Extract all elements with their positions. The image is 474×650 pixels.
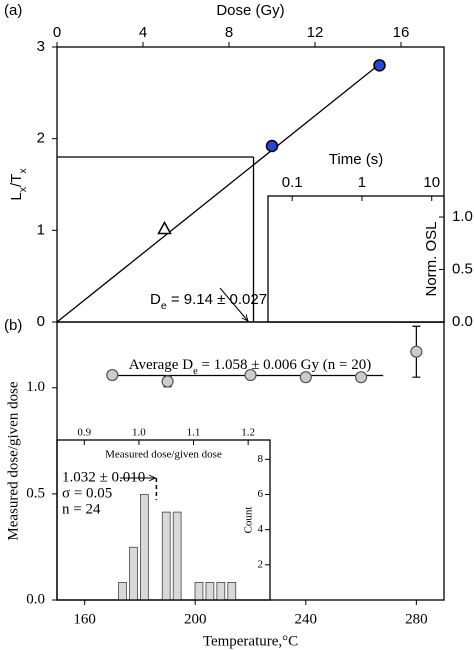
- histogram-bar: [205, 582, 215, 601]
- x-tick-label: 1.0: [132, 427, 146, 439]
- x-tick-label: 160: [73, 611, 96, 627]
- x-tick-label: 8: [225, 24, 233, 41]
- x-tick-label: 10: [423, 174, 440, 191]
- label-part: e: [193, 366, 198, 377]
- label-part: /T: [8, 174, 25, 187]
- data-point: [106, 368, 119, 382]
- x-tick-label: 12: [307, 24, 324, 41]
- histogram-annotation: n = 24: [62, 501, 101, 517]
- x-tick-label: 1: [358, 174, 366, 191]
- x-axis-title: Dose (Gy): [216, 2, 284, 19]
- triangle-marker: [157, 220, 172, 235]
- y-tick-label: 0.0: [26, 591, 45, 607]
- label-part: e: [161, 300, 167, 312]
- x-axis-title: Time (s): [329, 151, 383, 168]
- histogram-bar: [194, 582, 204, 601]
- histogram-bar: [172, 511, 182, 601]
- y-tick-label: 0.0: [452, 313, 473, 330]
- y-tick-label: 0: [37, 313, 45, 330]
- panel-label: (b): [4, 317, 22, 334]
- circle-marker: [373, 59, 386, 72]
- histogram-annotation: σ = 0.05: [62, 485, 112, 501]
- x-tick-label: 1.2: [241, 427, 255, 439]
- data-point: [410, 345, 423, 358]
- x-tick-label: 200: [184, 611, 207, 627]
- x-tick-label: 0: [53, 24, 61, 41]
- y-tick-label: 8: [258, 453, 264, 465]
- histogram-bar: [118, 582, 127, 601]
- y-axis-title: Count: [243, 507, 255, 534]
- x-axis-title: Temperature,°C: [203, 633, 298, 649]
- y-axis-title: Norm. OSL: [423, 221, 440, 296]
- x-tick-label: 0.1: [282, 174, 303, 191]
- annotation-arrow: [219, 287, 248, 321]
- y-tick-label: 1.0: [26, 379, 45, 395]
- x-tick-label: 4: [139, 24, 147, 41]
- y-tick-label: 6: [258, 488, 264, 500]
- histogram-annotation: 1.032 ± 0.010: [62, 469, 145, 485]
- y-tick-label: 1.0: [452, 208, 473, 225]
- y-tick-label: 3: [37, 38, 45, 55]
- histogram-bar: [227, 582, 237, 601]
- x-tick-label: 1.1: [187, 427, 201, 439]
- y-tick-label: 2: [37, 130, 45, 147]
- y-tick-label: 4: [258, 523, 264, 535]
- rich-label: Average De = 1.058 ± 0.006 Gy (n = 20): [129, 357, 371, 376]
- histogram-bar: [216, 582, 226, 601]
- y-tick-label: 0.5: [26, 485, 45, 501]
- fit-line: [56, 60, 385, 323]
- label-part: L: [8, 192, 25, 200]
- x-tick-label: 280: [405, 611, 428, 627]
- rich-label: De = 9.14 ± 0.027 Gy: [150, 291, 291, 312]
- label-part: = 9.14 ± 0.027 Gy: [167, 291, 291, 308]
- label-part: x: [17, 186, 29, 192]
- label-part: x: [17, 168, 29, 174]
- data-point: [244, 368, 257, 382]
- data-point: [299, 371, 312, 384]
- x-tick-label: 0.9: [77, 427, 91, 439]
- y-tick-label: 2: [258, 558, 264, 570]
- y-tick-label: 1: [37, 221, 45, 238]
- x-tick-label: 16: [393, 24, 410, 41]
- circle-marker: [265, 139, 279, 153]
- histogram-bar: [129, 546, 138, 601]
- data-point: [354, 371, 368, 384]
- y-tick-label: 0.5: [452, 260, 473, 277]
- label-part: D: [150, 291, 161, 308]
- panel-label: (a): [4, 2, 22, 19]
- label-part: Average D: [129, 357, 193, 373]
- histogram-bar: [140, 494, 149, 601]
- label-part: = 1.058 ± 0.006 Gy (n = 20): [198, 357, 371, 373]
- histogram-bar: [161, 511, 171, 601]
- rich-label: Lx/Tx: [8, 168, 29, 201]
- x-tick-label: 240: [295, 611, 318, 627]
- plot-frame: [56, 439, 271, 601]
- data-point: [161, 375, 174, 388]
- y-axis-title: Measured dose/given dose: [5, 381, 21, 540]
- plot-frame: [267, 195, 445, 323]
- x-axis-title: Measured dose/given dose: [105, 449, 222, 461]
